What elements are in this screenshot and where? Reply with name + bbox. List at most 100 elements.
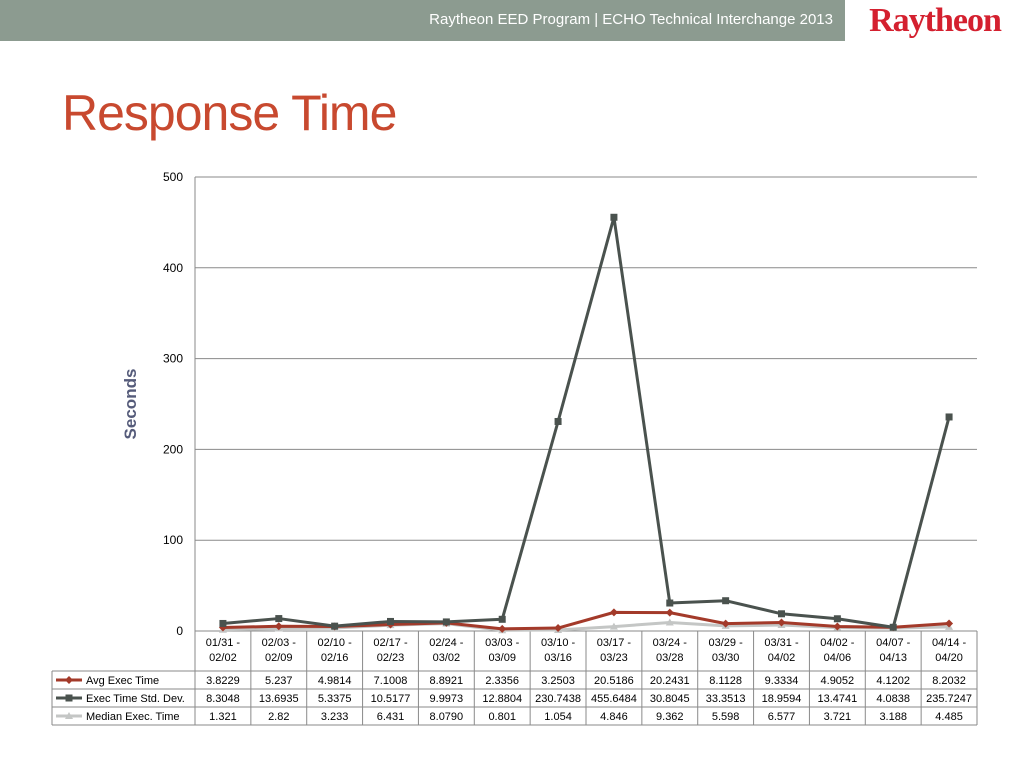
data-point: [666, 599, 674, 607]
data-point: [498, 615, 506, 623]
data-value-cell: 9.3334: [765, 675, 799, 687]
y-tick-label: 500: [163, 170, 183, 184]
data-value-cell: 9.9973: [430, 693, 464, 705]
data-point: [610, 213, 618, 221]
data-point: [554, 417, 562, 425]
data-point: [889, 623, 897, 631]
x-category-label: 02/17 -: [373, 637, 408, 649]
y-axis-label: Seconds: [121, 369, 140, 440]
header-text: Raytheon EED Program | ECHO Technical In…: [429, 11, 833, 28]
data-point: [219, 619, 227, 627]
data-value-cell: 20.2431: [650, 675, 690, 687]
x-category-label: 03/03 -: [485, 637, 520, 649]
data-value-cell: 6.431: [377, 711, 405, 723]
data-value-cell: 4.0838: [876, 693, 910, 705]
data-point: [331, 622, 339, 630]
x-category-label: 03/23: [600, 652, 628, 664]
data-value-cell: 230.7438: [535, 693, 581, 705]
data-point: [778, 610, 785, 618]
data-value-cell: 3.188: [879, 711, 907, 723]
data-value-cell: 13.6935: [259, 693, 299, 705]
x-category-label: 04/14 -: [932, 637, 967, 649]
data-value-cell: 3.721: [824, 711, 852, 723]
data-point: [721, 619, 730, 628]
x-category-label: 01/31 -: [206, 637, 241, 649]
data-point: [777, 618, 786, 627]
data-point: [945, 413, 953, 421]
data-value-cell: 235.7247: [926, 693, 972, 705]
data-point: [665, 608, 674, 617]
data-point: [275, 615, 283, 623]
x-category-label: 04/07 -: [876, 637, 911, 649]
raytheon-logo: Raytheon: [869, 2, 1002, 39]
x-category-label: 03/30: [712, 652, 740, 664]
data-value-cell: 33.3513: [706, 693, 746, 705]
y-tick-label: 0: [176, 624, 183, 638]
legend-label: Exec Time Std. Dev.: [86, 693, 185, 705]
data-value-cell: 8.8921: [430, 675, 464, 687]
data-value-cell: 20.5186: [594, 675, 634, 687]
data-point: [387, 617, 394, 625]
x-category-label: 02/09: [265, 652, 293, 664]
x-category-label: 04/06: [824, 652, 852, 664]
y-tick-label: 200: [163, 442, 183, 456]
data-value-cell: 4.9814: [318, 675, 352, 687]
data-value-cell: 4.846: [600, 711, 628, 723]
header-bar: Raytheon EED Program | ECHO Technical In…: [0, 0, 845, 41]
x-category-label: 02/24 -: [429, 637, 464, 649]
x-category-label: 03/24 -: [653, 637, 688, 649]
data-point: [554, 624, 563, 633]
data-value-cell: 5.3375: [318, 693, 352, 705]
data-value-cell: 1.054: [544, 711, 572, 723]
data-point: [833, 615, 841, 623]
x-category-label: 03/28: [656, 652, 684, 664]
x-category-label: 02/02: [209, 652, 237, 664]
data-point: [609, 608, 618, 617]
legend-marker: [65, 712, 73, 719]
data-point: [945, 619, 954, 628]
legend-label: Median Exec. Time: [86, 711, 180, 723]
data-point: [722, 597, 730, 605]
data-value-cell: 5.237: [265, 675, 293, 687]
data-value-cell: 0.801: [488, 711, 516, 723]
x-category-label: 02/03 -: [262, 637, 297, 649]
legend-marker: [65, 694, 73, 702]
data-value-cell: 2.82: [268, 711, 289, 723]
y-tick-label: 400: [163, 261, 183, 275]
data-value-cell: 13.4741: [817, 693, 857, 705]
data-point: [498, 624, 507, 633]
x-category-label: 03/10 -: [541, 637, 576, 649]
data-value-cell: 10.5177: [371, 693, 411, 705]
x-category-label: 04/13: [879, 652, 907, 664]
series-line: [222, 215, 951, 629]
data-point: [833, 622, 842, 631]
data-value-cell: 30.8045: [650, 693, 690, 705]
y-tick-label: 100: [163, 533, 183, 547]
data-value-cell: 4.1202: [876, 675, 910, 687]
data-value-cell: 3.233: [321, 711, 349, 723]
x-category-label: 03/31 -: [764, 637, 799, 649]
x-category-label: 03/02: [433, 652, 461, 664]
data-value-cell: 6.577: [768, 711, 796, 723]
legend-label: Avg Exec Time: [86, 675, 159, 687]
data-value-cell: 8.0790: [430, 711, 464, 723]
data-value-cell: 4.485: [935, 711, 963, 723]
legend-marker: [65, 676, 73, 684]
data-value-cell: 1.321: [209, 711, 237, 723]
x-category-label: 03/29 -: [709, 637, 744, 649]
x-category-label: 03/17 -: [597, 637, 632, 649]
data-point: [442, 618, 450, 626]
data-value-cell: 7.1008: [374, 675, 408, 687]
x-category-label: 03/09: [488, 652, 516, 664]
data-value-cell: 3.8229: [206, 675, 240, 687]
data-point: [609, 622, 618, 630]
data-value-cell: 8.3048: [206, 693, 240, 705]
x-category-label: 04/02 -: [820, 637, 855, 649]
x-category-label: 04/02: [768, 652, 796, 664]
x-category-label: 04/20: [935, 652, 963, 664]
page-title: Response Time: [62, 85, 397, 141]
data-value-cell: 4.9052: [821, 675, 855, 687]
data-value-cell: 2.3356: [485, 675, 519, 687]
data-value-cell: 18.9594: [762, 693, 802, 705]
